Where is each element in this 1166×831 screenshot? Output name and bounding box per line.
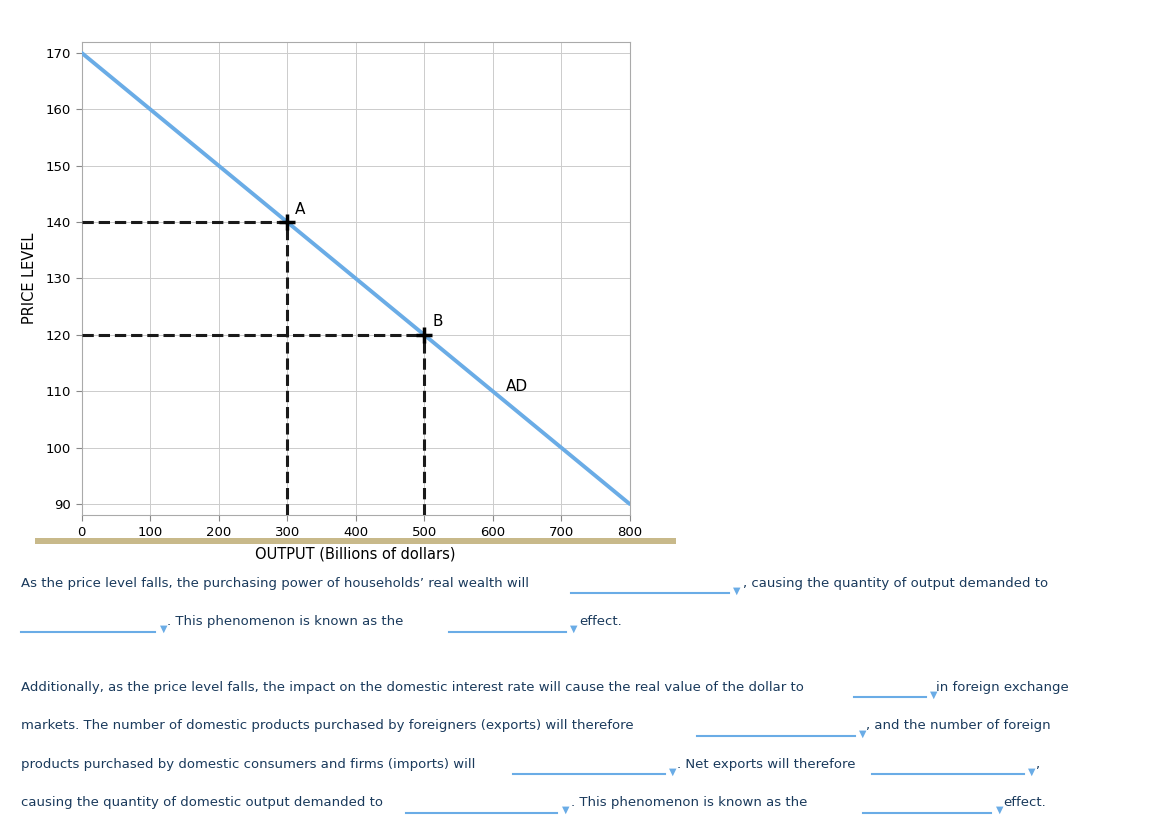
Text: . This phenomenon is known as the: . This phenomenon is known as the — [571, 796, 808, 809]
Text: , causing the quantity of output demanded to: , causing the quantity of output demande… — [743, 577, 1048, 590]
Text: ,: , — [1035, 758, 1040, 770]
Text: in foreign exchange: in foreign exchange — [936, 681, 1069, 694]
Text: , and the number of foreign: , and the number of foreign — [866, 720, 1051, 732]
Text: products purchased by domestic consumers and firms (imports) will: products purchased by domestic consumers… — [21, 758, 476, 770]
Text: ▼: ▼ — [160, 624, 167, 634]
Text: effect.: effect. — [580, 615, 623, 628]
Y-axis label: PRICE LEVEL: PRICE LEVEL — [22, 233, 37, 324]
Text: ▼: ▼ — [570, 624, 577, 634]
Text: AD: AD — [506, 379, 528, 394]
Text: A: A — [295, 202, 305, 217]
Text: effect.: effect. — [1003, 796, 1046, 809]
Text: . This phenomenon is known as the: . This phenomenon is known as the — [167, 615, 403, 628]
Text: As the price level falls, the purchasing power of households’ real wealth will: As the price level falls, the purchasing… — [21, 577, 529, 590]
Text: B: B — [433, 314, 443, 329]
Text: ▼: ▼ — [669, 767, 676, 777]
Text: markets. The number of domestic products purchased by foreigners (exports) will : markets. The number of domestic products… — [21, 720, 633, 732]
Text: ▼: ▼ — [996, 805, 1003, 815]
Text: causing the quantity of domestic output demanded to: causing the quantity of domestic output … — [21, 796, 382, 809]
Text: ▼: ▼ — [930, 690, 937, 700]
Text: ▼: ▼ — [562, 805, 569, 815]
X-axis label: OUTPUT (Billions of dollars): OUTPUT (Billions of dollars) — [255, 547, 456, 562]
Text: . Net exports will therefore: . Net exports will therefore — [677, 758, 856, 770]
Text: ▼: ▼ — [859, 729, 866, 739]
Text: ▼: ▼ — [1028, 767, 1035, 777]
Text: Additionally, as the price level falls, the impact on the domestic interest rate: Additionally, as the price level falls, … — [21, 681, 803, 694]
Text: ▼: ▼ — [733, 586, 740, 596]
